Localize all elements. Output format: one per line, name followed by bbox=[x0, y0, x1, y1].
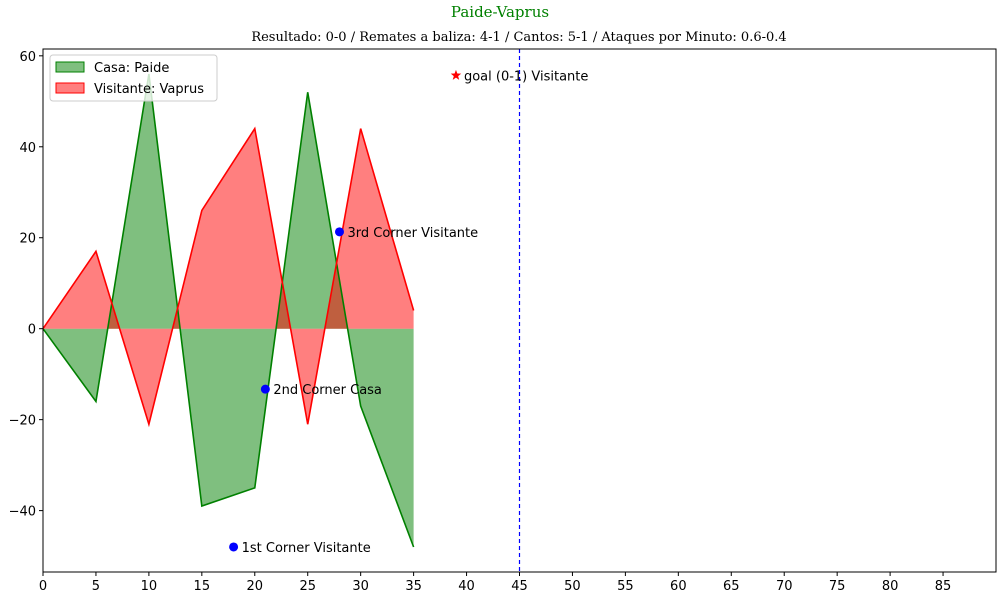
x-tick-label: 60 bbox=[670, 579, 687, 594]
x-tick-label: 65 bbox=[723, 579, 740, 594]
annotation-label: 3rd Corner Visitante bbox=[347, 226, 478, 241]
annotation-marker bbox=[334, 227, 344, 237]
x-tick-label: 0 bbox=[39, 579, 47, 594]
legend-swatch-visitante bbox=[55, 82, 85, 94]
legend-label-visitante: Visitante: Vaprus bbox=[94, 82, 204, 97]
x-tick-label: 40 bbox=[458, 579, 475, 594]
annotation-marker bbox=[229, 542, 239, 552]
x-tick-label: 15 bbox=[194, 579, 211, 594]
x-tick-label: 30 bbox=[352, 579, 369, 594]
x-tick-label: 5 bbox=[92, 579, 100, 594]
legend-swatch-casa bbox=[55, 61, 85, 73]
chart-subtitle: Resultado: 0-0 / Remates a baliza: 4-1 /… bbox=[251, 30, 786, 45]
annotation-label: 1st Corner Visitante bbox=[242, 541, 371, 556]
x-tick-label: 35 bbox=[405, 579, 422, 594]
y-tick-label: 60 bbox=[19, 50, 36, 65]
series-line-visitante bbox=[42, 126, 415, 428]
x-tick-label: 75 bbox=[829, 579, 846, 594]
y-axis-ticks: −40 −20 0 20 40 60 bbox=[9, 50, 43, 520]
series-line-casa bbox=[42, 73, 415, 548]
y-tick-label: 40 bbox=[19, 141, 36, 156]
annotation-label: goal (0-1) Visitante bbox=[464, 69, 588, 84]
legend-box bbox=[49, 54, 218, 102]
chart-title: Paide-Vaprus bbox=[451, 3, 549, 21]
annotation-marker bbox=[260, 384, 270, 394]
x-tick-label: 50 bbox=[564, 579, 581, 594]
y-tick-label: 20 bbox=[19, 232, 36, 247]
x-tick-label: 25 bbox=[299, 579, 316, 594]
series-fill-casa bbox=[43, 74, 414, 547]
y-tick-label: 0 bbox=[28, 323, 36, 338]
x-axis-ticks: 0 5 10 15 20 25 30 35 40 45 50 55 60 65 70 75 80 85 bbox=[39, 572, 951, 594]
x-tick-label: 70 bbox=[776, 579, 793, 594]
annotation-label: 2nd Corner Casa bbox=[273, 383, 382, 398]
legend-label-casa: Casa: Paide bbox=[94, 61, 169, 76]
series-lines bbox=[42, 73, 415, 548]
legend: Casa: Paide Visitante: Vaprus bbox=[49, 54, 218, 102]
x-tick-label: 80 bbox=[882, 579, 899, 594]
x-tick-label: 45 bbox=[511, 579, 528, 594]
x-tick-label: 10 bbox=[141, 579, 158, 594]
series-fill-visitante bbox=[43, 128, 414, 425]
y-tick-label: −20 bbox=[9, 414, 36, 429]
x-tick-label: 55 bbox=[617, 579, 634, 594]
annotations: goal (0-1) Visitante 3rd Corner Visitante… bbox=[229, 69, 588, 556]
y-tick-label: −40 bbox=[9, 505, 36, 520]
x-tick-label: 20 bbox=[247, 579, 264, 594]
area-fills bbox=[43, 74, 414, 547]
goal-star-icon bbox=[450, 69, 462, 80]
x-tick-label: 85 bbox=[935, 579, 952, 594]
